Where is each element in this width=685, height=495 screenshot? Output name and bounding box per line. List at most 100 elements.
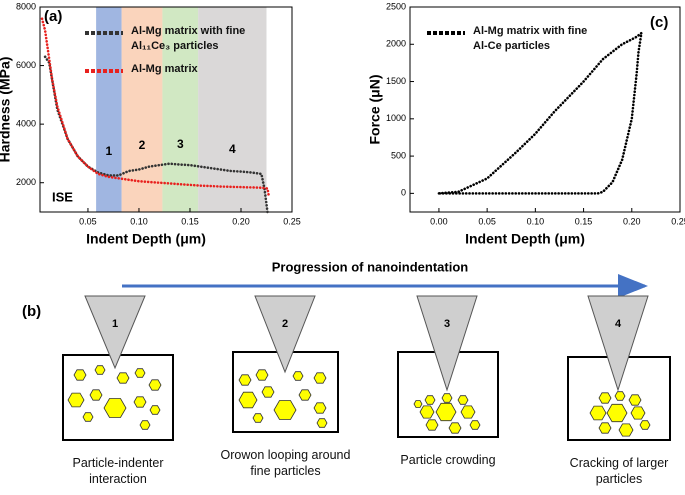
particle bbox=[298, 389, 312, 401]
legend-box: Al-Mg matrix with fine Al₁₁Ce₃ particles bbox=[131, 25, 246, 52]
plot-frame bbox=[39, 6, 293, 213]
y-axis-label: Hardness (MPa) bbox=[0, 57, 13, 163]
particle bbox=[313, 372, 327, 384]
particle bbox=[630, 406, 646, 420]
band-label: 2 bbox=[139, 138, 146, 152]
legend-label: Al-Mg matrix with fine Al-Ce particles bbox=[473, 25, 588, 52]
indenter bbox=[254, 295, 316, 374]
particle bbox=[261, 386, 275, 398]
particle bbox=[469, 420, 481, 430]
particle bbox=[589, 405, 607, 421]
arrow-label: Progression of nanoindentation bbox=[272, 259, 469, 274]
particle bbox=[94, 365, 106, 375]
particle bbox=[448, 422, 462, 434]
data-line bbox=[43, 55, 269, 214]
particle bbox=[73, 369, 87, 381]
legend-box: Al-Mg matrix with fine Al-Ce particles bbox=[473, 25, 588, 52]
particle bbox=[614, 391, 626, 401]
particle bbox=[316, 418, 328, 428]
indenter bbox=[587, 295, 649, 392]
particle bbox=[273, 400, 297, 420]
step-caption: Orowon looping around fine particles bbox=[220, 448, 351, 478]
panel-label: (b) bbox=[22, 303, 41, 320]
y-axis-label: Force (μN) bbox=[367, 74, 383, 144]
y-tick-label: 500 bbox=[391, 150, 406, 160]
step-caption: Particle crowding bbox=[400, 453, 496, 467]
particle bbox=[134, 368, 146, 378]
step-number: 4 bbox=[615, 318, 622, 330]
y-tick-label: 2000 bbox=[386, 39, 406, 49]
particle bbox=[639, 420, 651, 430]
particle bbox=[618, 423, 634, 437]
particle bbox=[89, 389, 103, 401]
particle bbox=[103, 398, 127, 418]
band-label: 3 bbox=[177, 137, 184, 151]
particle bbox=[628, 394, 642, 406]
annotation: ISE bbox=[52, 189, 73, 204]
legend-label: Al-Mg matrix with fine Al₁₁Ce₃ particles bbox=[131, 25, 246, 52]
step-number: 3 bbox=[444, 318, 450, 330]
particle bbox=[598, 392, 612, 404]
particle bbox=[424, 395, 436, 405]
particle bbox=[413, 400, 423, 408]
panel-label: (a) bbox=[44, 8, 62, 25]
panel-label: (c) bbox=[650, 14, 668, 31]
particle bbox=[598, 422, 612, 434]
particle bbox=[255, 369, 269, 381]
x-tick-label: 0.15 bbox=[575, 216, 593, 226]
step-number: 1 bbox=[112, 318, 118, 330]
legend-box: Al-Mg matrix bbox=[131, 63, 198, 75]
particle bbox=[292, 371, 304, 381]
region-band bbox=[121, 7, 163, 212]
step-caption: Particle-indenter interaction bbox=[72, 456, 164, 486]
y-tick-label: 2500 bbox=[386, 1, 406, 11]
particle bbox=[313, 402, 327, 414]
band-label: 4 bbox=[229, 142, 236, 156]
x-tick-label: 0.05 bbox=[478, 216, 496, 226]
particle bbox=[133, 396, 147, 408]
data-line bbox=[40, 17, 270, 196]
x-axis-label: Indent Depth (μm) bbox=[86, 231, 206, 247]
particle bbox=[252, 413, 264, 423]
particle bbox=[460, 405, 476, 419]
particle bbox=[82, 412, 94, 422]
x-tick-label: 0.20 bbox=[232, 216, 250, 226]
region-band bbox=[198, 7, 267, 212]
indenter bbox=[84, 295, 146, 370]
particle bbox=[435, 402, 457, 422]
x-tick-label: 0.05 bbox=[79, 216, 97, 226]
band-label: 1 bbox=[106, 144, 113, 158]
step-caption: Cracking of larger particles bbox=[569, 456, 669, 486]
y-tick-label: 4000 bbox=[16, 119, 36, 129]
data-line bbox=[437, 30, 644, 195]
x-tick-label: 0.15 bbox=[181, 216, 199, 226]
particle bbox=[148, 379, 162, 391]
y-tick-label: 1000 bbox=[386, 113, 406, 123]
step-number: 2 bbox=[282, 318, 288, 330]
particle bbox=[457, 395, 469, 405]
x-tick-label: 0.25 bbox=[283, 216, 301, 226]
region-band bbox=[162, 7, 199, 212]
x-axis-label: Indent Depth (μm) bbox=[465, 231, 585, 247]
x-tick-label: 0.10 bbox=[130, 216, 148, 226]
particle bbox=[139, 420, 151, 430]
indenter bbox=[416, 295, 478, 392]
y-tick-label: 2000 bbox=[16, 177, 36, 187]
x-tick-label: 0.10 bbox=[527, 216, 545, 226]
particle bbox=[149, 405, 161, 415]
y-tick-label: 0 bbox=[401, 188, 406, 198]
particle bbox=[606, 403, 628, 423]
legend-label: Al-Mg matrix bbox=[131, 63, 198, 75]
x-tick-label: 0.25 bbox=[671, 216, 685, 226]
particle bbox=[441, 393, 453, 403]
x-tick-label: 0.00 bbox=[430, 216, 448, 226]
particle bbox=[67, 392, 85, 408]
x-tick-label: 0.20 bbox=[623, 216, 641, 226]
plot-frame bbox=[409, 6, 681, 213]
region-band bbox=[96, 7, 122, 212]
y-tick-label: 1500 bbox=[386, 76, 406, 86]
particle bbox=[238, 391, 258, 409]
particle bbox=[419, 405, 435, 419]
